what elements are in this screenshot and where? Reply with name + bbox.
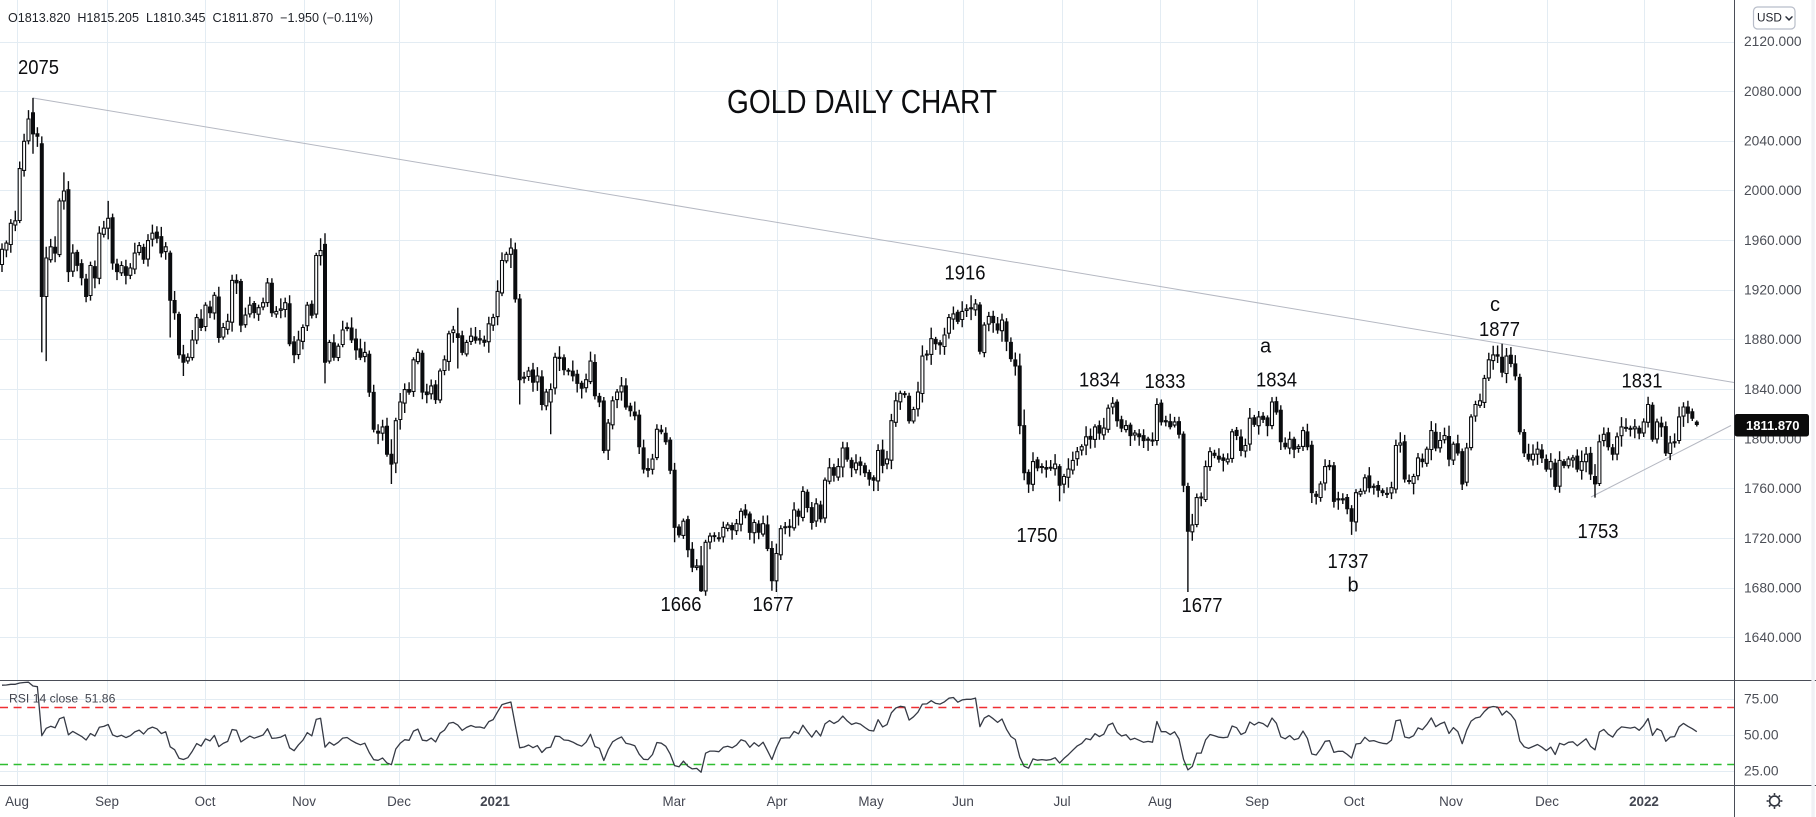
- svg-text:2075: 2075: [18, 57, 59, 79]
- svg-text:1833: 1833: [1145, 371, 1186, 393]
- svg-text:1750: 1750: [1017, 525, 1058, 547]
- svg-text:1677: 1677: [753, 594, 794, 616]
- svg-text:1920.000: 1920.000: [1744, 283, 1802, 298]
- svg-text:2021: 2021: [480, 794, 510, 809]
- svg-text:50.00: 50.00: [1744, 728, 1779, 743]
- svg-text:2000.000: 2000.000: [1744, 183, 1802, 198]
- svg-text:Mar: Mar: [662, 794, 686, 809]
- svg-text:1640.000: 1640.000: [1744, 630, 1802, 645]
- svg-text:O1813.820 H1815.205 L1810.34: O1813.820 H1815.205 L1810.345 C1811.870 …: [8, 11, 373, 25]
- svg-text:Jul: Jul: [1053, 794, 1070, 809]
- svg-text:1960.000: 1960.000: [1744, 233, 1802, 248]
- svg-text:RSI 14 close 51.86: RSI 14 close 51.86: [9, 692, 116, 706]
- svg-text:1680.000: 1680.000: [1744, 581, 1802, 596]
- svg-text:1737: 1737: [1328, 551, 1369, 573]
- svg-text:Oct: Oct: [1344, 794, 1365, 809]
- svg-text:c: c: [1490, 294, 1500, 316]
- svg-text:1834: 1834: [1079, 370, 1120, 392]
- svg-text:Dec: Dec: [1535, 794, 1559, 809]
- svg-text:1840.000: 1840.000: [1744, 382, 1802, 397]
- svg-text:1811.870: 1811.870: [1746, 418, 1800, 433]
- svg-text:1877: 1877: [1479, 319, 1520, 341]
- svg-text:1760.000: 1760.000: [1744, 481, 1802, 496]
- svg-text:2022: 2022: [1629, 794, 1659, 809]
- svg-text:Apr: Apr: [767, 794, 788, 809]
- svg-text:Sep: Sep: [1245, 794, 1269, 809]
- svg-text:Aug: Aug: [1148, 794, 1172, 809]
- svg-text:Nov: Nov: [292, 794, 316, 809]
- svg-text:2080.000: 2080.000: [1744, 84, 1802, 99]
- svg-text:25.00: 25.00: [1744, 764, 1779, 779]
- svg-text:75.00: 75.00: [1744, 692, 1779, 707]
- svg-text:1831: 1831: [1622, 371, 1663, 393]
- svg-text:May: May: [858, 794, 884, 809]
- svg-text:Sep: Sep: [95, 794, 119, 809]
- svg-text:Aug: Aug: [5, 794, 29, 809]
- svg-text:1880.000: 1880.000: [1744, 332, 1802, 347]
- svg-text:Nov: Nov: [1439, 794, 1463, 809]
- svg-text:1834: 1834: [1256, 370, 1297, 392]
- svg-text:1753: 1753: [1578, 521, 1619, 543]
- svg-text:2040.000: 2040.000: [1744, 134, 1802, 149]
- svg-text:1677: 1677: [1182, 595, 1223, 617]
- svg-text:USD: USD: [1757, 11, 1782, 25]
- svg-text:1666: 1666: [661, 594, 702, 616]
- svg-text:GOLD DAILY CHART: GOLD DAILY CHART: [727, 83, 997, 120]
- svg-text:a: a: [1260, 336, 1272, 358]
- svg-text:Dec: Dec: [387, 794, 411, 809]
- svg-text:1720.000: 1720.000: [1744, 531, 1802, 546]
- svg-text:Oct: Oct: [195, 794, 216, 809]
- svg-text:b: b: [1347, 575, 1358, 597]
- svg-text:2120.000: 2120.000: [1744, 34, 1802, 49]
- svg-text:1916: 1916: [945, 263, 986, 285]
- svg-text:Jun: Jun: [952, 794, 974, 809]
